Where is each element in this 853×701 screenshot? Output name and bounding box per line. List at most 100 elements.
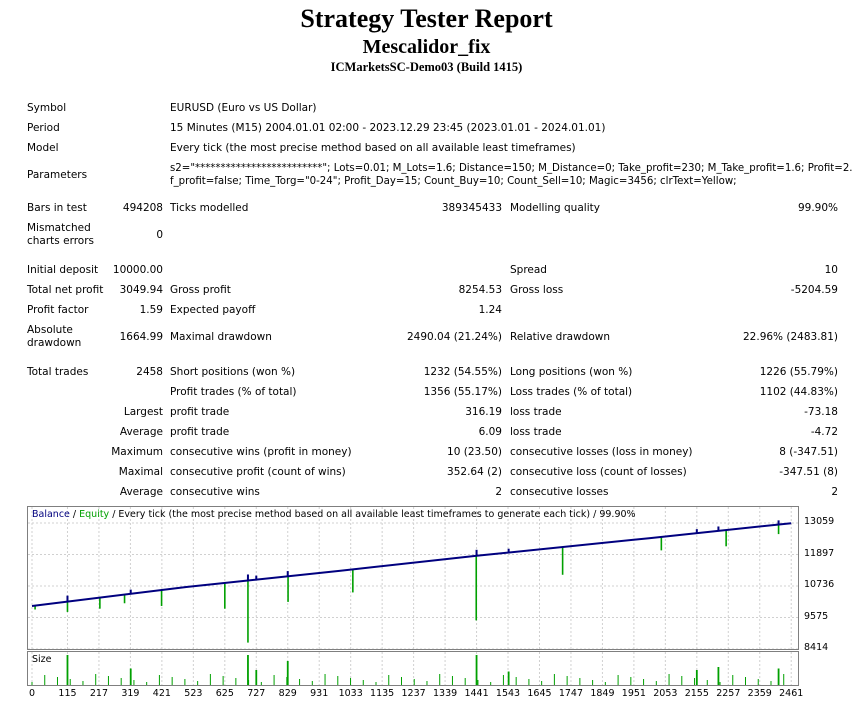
parameters-line-2: f_profit=false; Time_Torg="0-24"; Profit…	[170, 176, 737, 187]
model-label: Model	[27, 142, 59, 154]
spread-label: Spread	[510, 264, 547, 276]
abs-drawdown-value: 1664.99	[119, 331, 163, 343]
chart-legend: Balance / Equity / Every tick (the most …	[32, 509, 636, 520]
quality-label: Modelling quality	[510, 202, 600, 214]
x-tick-label: 1237	[401, 688, 426, 699]
mismatch-label-2: charts errors	[27, 235, 94, 247]
server-name: ICMarketsSC-Demo03 (Build 1415)	[330, 60, 523, 74]
profit-factor-label: Profit factor	[27, 304, 89, 316]
maximal-label: Maximal	[118, 466, 163, 478]
short-value: 1232 (54.55%)	[423, 366, 502, 378]
x-tick-label: 523	[184, 688, 203, 699]
maximal-cons-loss-value: -347.51 (8)	[779, 466, 838, 478]
avg-cons-wins-value: 2	[495, 486, 502, 498]
avg-cons-losses-label: consecutive losses	[510, 486, 609, 498]
loss-trades-value: 1102 (44.83%)	[759, 386, 838, 398]
largest-loss-label: loss trade	[510, 406, 562, 418]
ticks-value: 389345433	[441, 202, 502, 214]
maximal-cons-profit-label: consecutive profit (count of wins)	[170, 466, 346, 478]
x-tick-label: 1543	[495, 688, 521, 699]
balance-equity-chart: Balance / Equity / Every tick (the most …	[27, 506, 799, 650]
profit-factor-value: 1.59	[139, 304, 163, 316]
size-chart-svg	[31, 652, 792, 685]
average-loss-value: -4.72	[810, 426, 838, 438]
legend-equity: Equity	[79, 509, 110, 520]
legend-desc: / Every tick (the most precise method ba…	[109, 509, 636, 520]
y-tick-label: 13059	[804, 516, 835, 527]
average-cons-label: Average	[119, 486, 163, 498]
x-tick-label: 1033	[338, 688, 363, 699]
x-tick-label: 931	[310, 688, 329, 699]
y-tick-label: 10736	[804, 579, 835, 590]
x-tick-label: 1645	[527, 688, 552, 699]
x-tick-label: 829	[278, 688, 297, 699]
rel-drawdown-value: 22.96% (2483.81)	[743, 331, 838, 343]
x-tick-label: 1849	[590, 688, 615, 699]
max-cons-wins-value: 10 (23.50)	[447, 446, 502, 458]
model-value: Every tick (the most precise method base…	[170, 142, 576, 154]
total-trades-label: Total trades	[27, 366, 89, 378]
x-tick-label: 1441	[464, 688, 489, 699]
avg-cons-wins-label: consecutive wins	[170, 486, 260, 498]
gross-profit-label: Gross profit	[170, 284, 231, 296]
net-profit-value: 3049.94	[119, 284, 163, 296]
maximal-cons-profit-value: 352.64 (2)	[447, 466, 502, 478]
x-tick-label: 2461	[779, 688, 804, 699]
legend-balance: Balance	[32, 509, 70, 520]
total-trades-value: 2458	[136, 366, 163, 378]
symbol-value: EURUSD (Euro vs US Dollar)	[170, 102, 317, 114]
x-tick-label: 1747	[558, 688, 584, 699]
max-drawdown-value: 2490.04 (21.24%)	[407, 331, 502, 343]
net-profit-label: Total net profit	[27, 284, 104, 296]
deposit-value: 10000.00	[112, 264, 163, 276]
max-cons-losses-value: 8 (-347.51)	[779, 446, 838, 458]
x-tick-label: 625	[215, 688, 234, 699]
y-tick-label: 9575	[804, 610, 829, 622]
x-tick-label: 1951	[621, 688, 646, 699]
largest-profit-value: 316.19	[465, 406, 502, 418]
abs-drawdown-label-1: Absolute	[27, 324, 73, 336]
x-tick-label: 2257	[716, 688, 741, 699]
x-tick-label: 319	[121, 688, 140, 699]
max-cons-losses-label: consecutive losses (loss in money)	[510, 446, 693, 458]
x-tick-label: 1339	[432, 688, 458, 699]
gross-loss-label: Gross loss	[510, 284, 564, 296]
expected-payoff-value: 1.24	[478, 304, 502, 316]
max-cons-wins-label: consecutive wins (profit in money)	[170, 446, 352, 458]
average-label: Average	[119, 426, 163, 438]
x-tick-label: 115	[58, 688, 77, 699]
largest-label: Largest	[123, 406, 163, 418]
loss-trades-label: Loss trades (% of total)	[510, 386, 633, 398]
mismatch-label-1: Mismatched	[27, 222, 91, 234]
x-tick-label: 217	[89, 688, 109, 699]
ticks-label: Ticks modelled	[170, 202, 249, 214]
quality-value: 99.90%	[797, 202, 838, 214]
long-label: Long positions (won %)	[510, 366, 633, 378]
short-label: Short positions (won %)	[170, 366, 296, 378]
period-value: 15 Minutes (M15) 2004.01.01 02:00 - 2023…	[170, 122, 606, 134]
balance-line	[31, 522, 792, 607]
x-tick-label: 2053	[653, 688, 678, 699]
parameters-label: Parameters	[27, 169, 88, 181]
long-value: 1226 (55.79%)	[759, 366, 838, 378]
x-tick-label: 421	[152, 688, 171, 699]
y-tick-label: 11897	[804, 547, 835, 559]
average-profit-label: profit trade	[170, 426, 230, 438]
spread-value: 10	[824, 264, 838, 276]
balance-chart-svg	[28, 507, 798, 649]
maximum-label: Maximum	[111, 446, 163, 458]
period-label: Period	[27, 122, 60, 134]
maximal-cons-loss-label: consecutive loss (count of losses)	[510, 466, 687, 478]
gross-loss-value: -5204.59	[790, 284, 838, 296]
profit-trades-value: 1356 (55.17%)	[423, 386, 502, 398]
profit-trades-label: Profit trades (% of total)	[170, 386, 297, 398]
x-tick-label: 2359	[747, 688, 772, 699]
avg-cons-losses-value: 2	[831, 486, 838, 498]
rel-drawdown-label: Relative drawdown	[510, 331, 611, 343]
average-loss-label: loss trade	[510, 426, 562, 438]
parameters-line-1: s2="*************************"; Lots=0.0…	[170, 163, 853, 174]
y-tick-label: 8414	[804, 642, 829, 653]
x-tick-label: 727	[247, 688, 266, 699]
size-chart: Size	[27, 651, 799, 686]
bars-label: Bars in test	[27, 202, 87, 214]
